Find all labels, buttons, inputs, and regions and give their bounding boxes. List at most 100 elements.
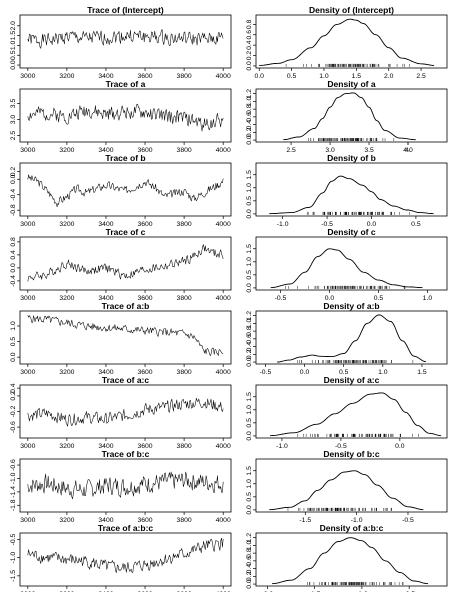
plot-frame [19, 236, 232, 291]
panel-trace-of-b-c: Trace of b:c 3000 3200 3400 3600 3800 4000 -1.8… [10, 449, 232, 524]
x-tick-label: -1.0 [351, 517, 363, 524]
y-tick-label: 3.0 [10, 115, 17, 125]
y-tick-label: 0.4 [10, 250, 17, 260]
plot-frame [255, 384, 448, 439]
panel-trace-of-a-c: Trace of a:c 3000 3200 3400 3600 3800 4000 -0.6… [10, 375, 232, 450]
plot-frame [19, 310, 232, 365]
rug-marks [297, 433, 419, 437]
x-tick-label: 0.0 [300, 369, 310, 376]
panel-trace-of-b: Trace of b 3000 3200 3400 3600 3800 4000 -0.8 -0… [10, 153, 232, 228]
x-tick-label: -0.5 [275, 295, 287, 302]
panel-title: Density of b:c [323, 449, 379, 459]
y-tick-label: 1.5 [246, 392, 253, 402]
x-tick-label: 3800 [177, 221, 192, 228]
x-tick-label: 3600 [137, 73, 152, 80]
y-tick-label: 0.0 [10, 60, 17, 70]
density-curve [277, 314, 426, 363]
y-tick-label: 0.4 [246, 342, 253, 352]
panel-title: Density of a [327, 79, 375, 89]
panel-title: Trace of a:b:c [98, 523, 154, 533]
x-tick-label: 1.5 [352, 73, 362, 80]
y-tick-label: 0.0 [246, 135, 253, 145]
y-tick-label: 1.5 [246, 466, 253, 476]
x-tick-label: 1.0 [378, 369, 388, 376]
x-tick-label: 0.0 [255, 73, 265, 80]
x-tick-label: 2.5 [416, 73, 426, 80]
y-tick-label: 0.8 [246, 19, 253, 29]
x-tick-label: 3400 [98, 221, 113, 228]
y-tick-label: 1.0 [246, 405, 253, 415]
y-tick-label: -0.6 [10, 459, 17, 471]
x-tick-label: 4.0 [403, 147, 413, 154]
x-tick-label: 3600 [137, 295, 152, 302]
x-tick-label: -0.5 [402, 517, 414, 524]
y-tick-label: -0.4 [10, 275, 17, 287]
x-tick-label: 3000 [20, 369, 35, 376]
x-tick-label: 3200 [59, 443, 74, 450]
y-tick-label: 0.0 [246, 505, 253, 515]
plot-frame [19, 458, 232, 513]
plot-frame [19, 384, 232, 439]
y-tick-label: 1.0 [246, 479, 253, 489]
rug-marks [285, 285, 406, 289]
plot-frame [255, 236, 448, 291]
y-tick-label: 1.0 [246, 96, 253, 106]
y-tick-label: 0.0 [246, 209, 253, 219]
y-tick-label: 1.2 [246, 311, 253, 321]
x-tick-label: 1.5 [417, 369, 427, 376]
y-tick-label: 0.0 [246, 431, 253, 441]
plot-frame [19, 14, 232, 69]
x-tick-label: 0.0 [325, 295, 335, 302]
x-tick-label: 3400 [98, 443, 113, 450]
x-tick-label: 3000 [20, 517, 35, 524]
x-tick-label: 0.5 [287, 73, 297, 80]
y-tick-label: 1.0 [246, 257, 253, 267]
trace-series-line [27, 397, 224, 427]
x-tick-label: 4000 [216, 443, 231, 450]
y-tick-label: 0.0 [10, 352, 17, 362]
y-tick-label: 0.8 [246, 548, 253, 558]
y-tick-label: 0.0 [246, 579, 253, 589]
y-tick-label: -0.2 [10, 405, 17, 417]
panel-title: Trace of a [106, 79, 146, 89]
y-tick-label: 2.5 [10, 131, 17, 141]
plot-frame [19, 532, 232, 587]
x-tick-label: 3000 [20, 73, 35, 80]
y-tick-label: 0.4 [246, 40, 253, 50]
panel-title: Trace of b [105, 153, 145, 163]
x-tick-label: 3200 [59, 147, 74, 154]
x-tick-label: 0.5 [411, 221, 421, 228]
y-tick-label: 0.6 [246, 334, 253, 344]
density-curve [270, 248, 423, 289]
x-tick-label: 3800 [177, 517, 192, 524]
panel-title: Density of a:b [323, 301, 379, 311]
x-tick-label: 3400 [98, 295, 113, 302]
plot-frame [255, 162, 448, 217]
y-tick-label: 0.2 [246, 571, 253, 581]
trace-series-line [27, 103, 224, 132]
panel-title: Trace of b:c [102, 449, 150, 459]
panel-title: Density of c [327, 227, 375, 237]
panel-title: Trace of c [106, 227, 146, 237]
x-tick-label: 3000 [20, 443, 35, 450]
y-tick-label: 0.6 [246, 556, 253, 566]
density-curve [272, 537, 429, 585]
y-tick-label: 0.5 [10, 50, 17, 60]
x-tick-label: 1.0 [423, 295, 433, 302]
trace-series-line [27, 174, 224, 208]
y-tick-label: 1.2 [246, 533, 253, 543]
y-tick-label: 0.5 [246, 492, 253, 502]
x-tick-label: 3400 [98, 147, 113, 154]
rug-marks [307, 582, 404, 586]
y-tick-label: 0.5 [246, 196, 253, 206]
x-tick-label: -0.5 [335, 443, 347, 450]
x-tick-label: 0.5 [339, 369, 349, 376]
x-tick-label: 2.5 [286, 147, 296, 154]
y-tick-label: 0.4 [10, 383, 17, 393]
y-tick-label: 0.6 [246, 30, 253, 40]
density-curve [259, 18, 435, 66]
plot-frame [255, 458, 448, 513]
x-tick-label: 3800 [177, 147, 192, 154]
y-tick-label: 0.2 [10, 167, 17, 177]
